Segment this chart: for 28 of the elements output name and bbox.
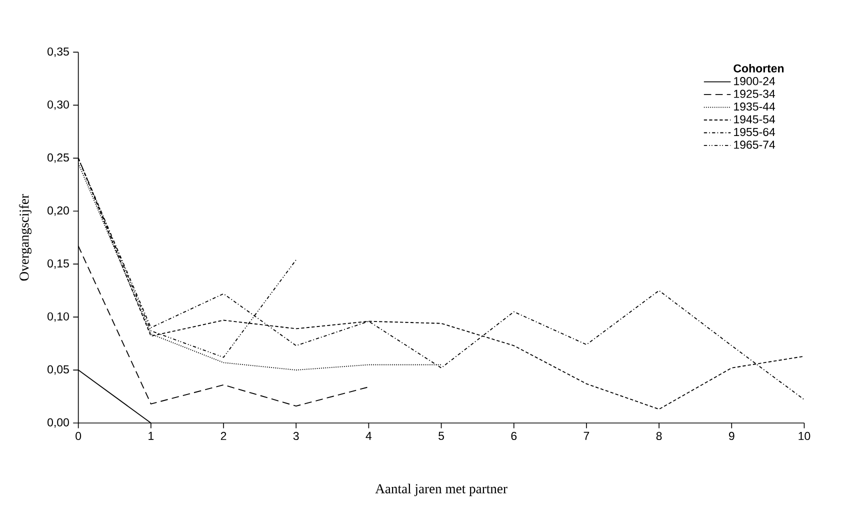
y-tick-label: 0,10 [48,312,69,322]
y-tick-label: 0,25 [48,153,69,163]
x-tick-label: 1 [148,432,154,440]
legend-label: 1965-74 [734,140,776,149]
x-axis-title: Aantal jaren met partner [375,484,508,496]
y-axis-title: Overgangscijfer [19,194,32,281]
x-tick-label: 8 [656,432,662,440]
x-tick-label: 0 [76,432,82,440]
x-tick-label: 4 [366,432,372,440]
y-tick-label: 0,15 [48,259,69,269]
legend-label: 1900-24 [734,76,776,86]
y-tick-label: 0,00 [48,418,69,428]
y-tick-label: 0,05 [48,365,69,375]
legend-label: 1925-34 [734,90,776,98]
legend-title: Cohorten [734,64,784,72]
x-tick-label: 7 [584,432,590,440]
legend-label: 1955-64 [734,128,776,136]
y-tick-label: 0,20 [48,206,69,216]
y-tick-label: 0,35 [48,47,69,57]
y-tick-label: 0,30 [48,100,69,110]
legend-label: 1945-54 [734,115,776,124]
x-tick-label: 6 [511,432,517,440]
x-tick-label: 2 [220,432,226,440]
x-tick-label: 3 [293,432,299,440]
x-tick-label: 5 [438,432,444,440]
legend-label: 1935-44 [734,102,776,111]
x-tick-label: 9 [728,432,734,440]
x-tick-label: 10 [798,432,810,440]
